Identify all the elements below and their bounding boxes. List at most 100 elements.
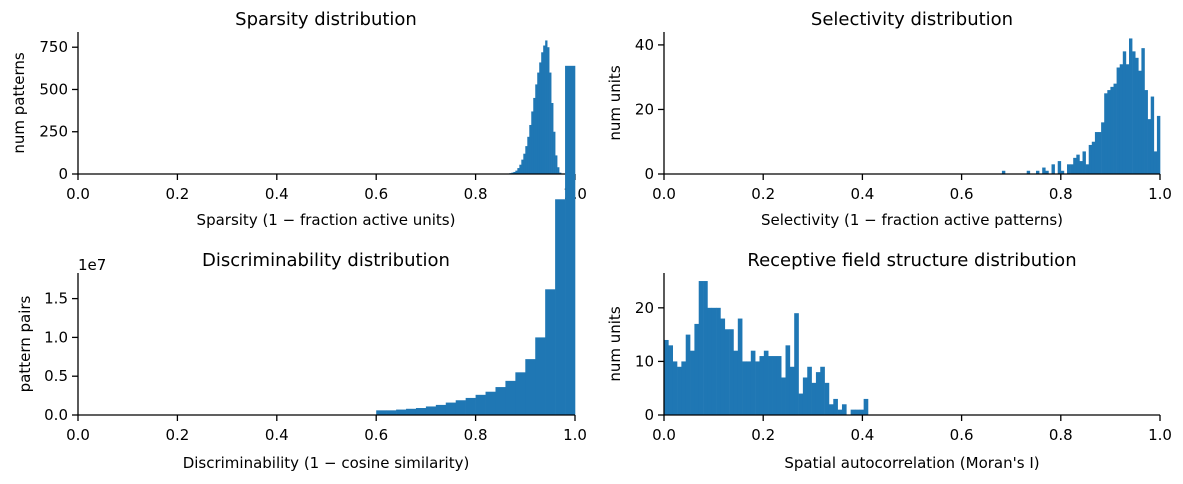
histogram-bar: [1082, 151, 1086, 174]
histogram-bar: [555, 155, 558, 174]
x-tick-label: 0.8: [1049, 426, 1073, 444]
histogram-bar: [1138, 70, 1142, 174]
x-tick-label: 0.6: [950, 426, 974, 444]
histogram-bar: [1088, 144, 1093, 174]
y-tick-label: 0.0: [44, 406, 68, 424]
histogram-bar: [733, 350, 739, 415]
histogram-bar: [815, 372, 821, 415]
histogram-bar: [772, 356, 778, 415]
histogram-bar: [539, 62, 542, 174]
histogram-bar: [549, 72, 552, 174]
x-tick-label: 1.0: [1148, 185, 1172, 203]
histogram-bar: [455, 400, 466, 415]
chart-title: Discriminability distribution: [202, 250, 450, 271]
y-tick-label: 40: [635, 36, 654, 54]
histogram-bar: [1116, 67, 1120, 174]
x-tick-label: 0.0: [66, 185, 90, 203]
x-tick-label: 0.2: [751, 185, 775, 203]
histogram-bar: [1150, 96, 1155, 174]
y-tick-label: 1.5: [44, 290, 68, 308]
histogram-bar: [515, 170, 518, 174]
bars-group: [664, 281, 869, 415]
histogram-bar: [807, 366, 812, 415]
histogram-bar: [495, 387, 506, 415]
histogram-bar: [531, 111, 534, 174]
histogram-bar: [557, 167, 560, 174]
histogram-bar: [1153, 151, 1158, 174]
bars-group: [507, 40, 562, 175]
panel-selectivity: Selectivity distribution 0.0 0.2 0.4 0.6 0.8…: [606, 9, 1172, 229]
histogram-bar: [523, 153, 526, 174]
y-tick-label: 20: [635, 100, 654, 118]
x-tick-label: 0.6: [364, 426, 388, 444]
histogram-bar: [811, 382, 817, 415]
histogram-bar: [1094, 132, 1099, 174]
histogram-bar: [435, 404, 447, 415]
x-tick-label: 0.2: [165, 185, 189, 203]
histogram-bar: [525, 146, 528, 174]
y-axis-label: pattern pairs: [16, 295, 34, 392]
histogram-bar: [396, 409, 407, 415]
histogram-bar: [863, 398, 869, 415]
y-tick-label: 750: [39, 38, 68, 56]
histogram-bar: [465, 397, 476, 415]
histogram-bar: [794, 313, 799, 415]
histogram-bar: [485, 391, 496, 415]
histogram-bar: [1060, 170, 1065, 174]
histogram-bar: [1036, 170, 1040, 174]
x-tick-label: 0.2: [165, 426, 189, 444]
histogram-bar: [1147, 119, 1151, 174]
histogram-bar: [672, 361, 678, 415]
histogram-bar: [415, 408, 427, 415]
y-tick-label: 1.0: [44, 328, 68, 346]
histogram-bar: [785, 345, 791, 415]
histogram-bar: [802, 377, 808, 415]
histogram-bar: [677, 366, 682, 415]
histogram-bar: [828, 404, 834, 415]
histogram-bar: [515, 372, 526, 415]
histogram-bar: [763, 350, 769, 415]
histogram-bar: [1001, 170, 1006, 174]
histogram-bar: [729, 329, 734, 415]
histogram-bar: [555, 199, 566, 415]
y-tick-label: 0: [644, 406, 654, 424]
histogram-bar: [545, 40, 548, 175]
histogram-bar: [553, 131, 556, 174]
histogram-bar: [1091, 141, 1096, 174]
x-tick-label: 0.4: [850, 426, 874, 444]
histogram-bar: [759, 356, 765, 415]
x-tick-label: 0.0: [66, 426, 90, 444]
histogram-bar: [525, 359, 536, 415]
histogram-bar: [716, 307, 721, 415]
histogram-bar: [1144, 90, 1148, 174]
histogram-bar: [1101, 122, 1105, 174]
x-tick-label: 0.4: [265, 185, 289, 203]
histogram-bar: [535, 84, 538, 174]
histogram-bar: [664, 339, 669, 415]
histogram-bar: [776, 356, 782, 415]
histogram-bar: [690, 350, 695, 415]
histogram-bar: [541, 52, 544, 174]
histogram-bar: [547, 47, 550, 174]
x-tick-label: 0.8: [464, 426, 488, 444]
histogram-bar: [517, 168, 520, 174]
histogram-bar: [1057, 161, 1062, 174]
ticks-group: 0.0 0.2 0.4 0.6 0.8 1.0 0 10 20: [635, 299, 1172, 444]
y-tick-label: 0.5: [44, 367, 68, 385]
x-axis-label: Discriminability (1 − cosine similarity): [183, 454, 470, 472]
ticks-group: 0.0 0.2 0.4 0.6 0.8 1.0 0 20 40: [635, 36, 1172, 203]
histogram-bar: [1098, 132, 1102, 174]
panel-sparsity: Sparsity distribution 0.00.20.40.60.81.0…: [10, 9, 587, 229]
bars-group: [376, 65, 576, 415]
histogram-bar: [513, 171, 516, 174]
histogram-bar: [1122, 51, 1127, 174]
histogram-bar: [707, 307, 713, 415]
histogram-bar: [1067, 164, 1071, 174]
histogram-bar: [519, 164, 522, 174]
chart-title: Sparsity distribution: [235, 9, 417, 30]
histogram-bar: [742, 361, 747, 415]
histogram-bar: [445, 402, 457, 415]
histogram-bar: [527, 136, 530, 174]
histogram-bar: [1132, 51, 1136, 174]
